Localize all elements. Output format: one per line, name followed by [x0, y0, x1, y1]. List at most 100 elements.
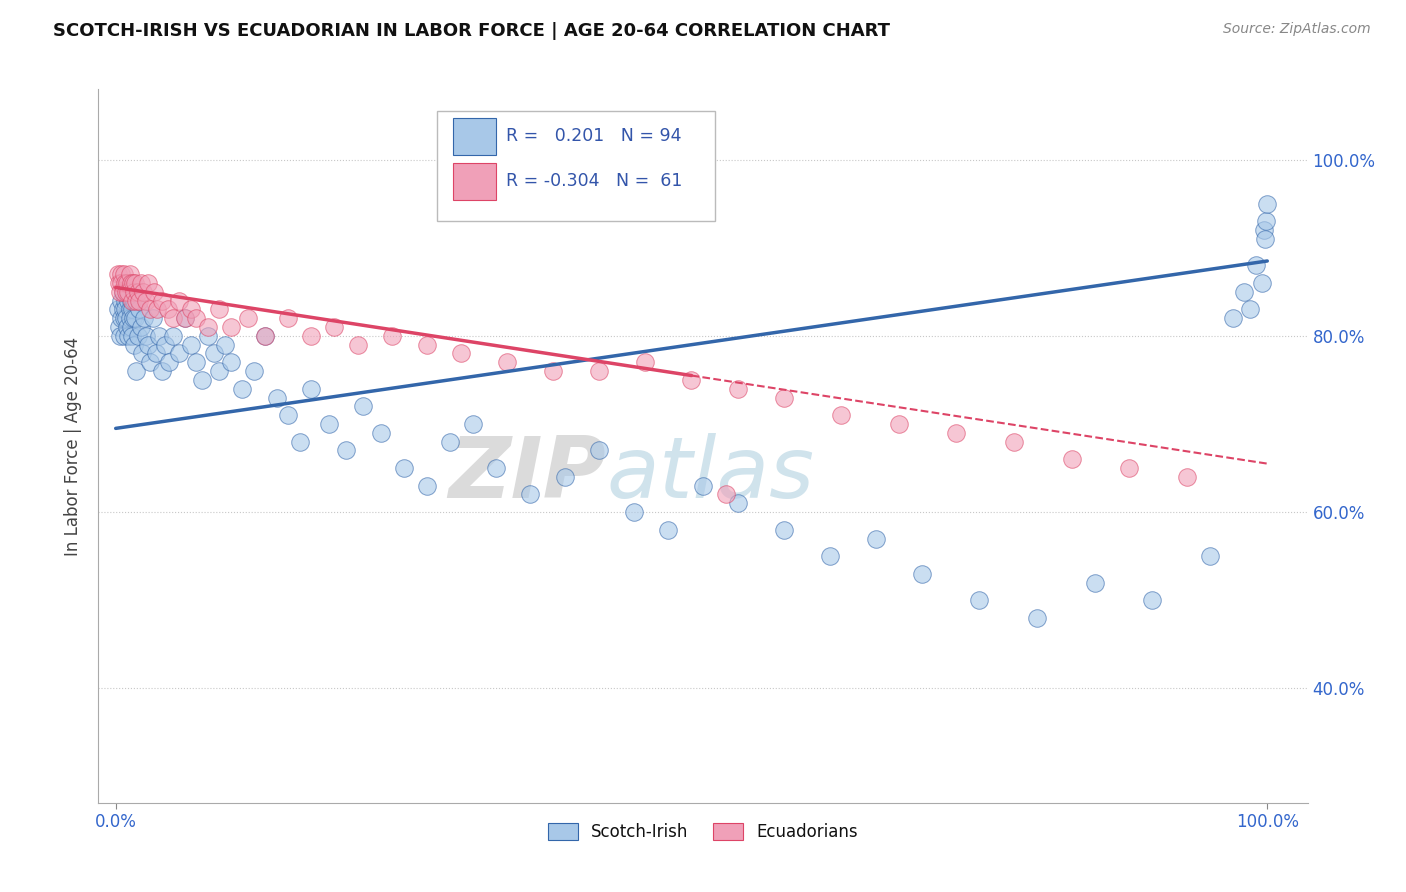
Point	[1250, 276, 1272, 290]
Point	[125, 293, 148, 308]
Point	[1002, 434, 1025, 449]
Point	[288, 434, 311, 449]
Point	[112, 311, 135, 326]
Point	[111, 302, 134, 317]
Point	[266, 391, 288, 405]
Point	[439, 434, 461, 449]
Point	[415, 478, 437, 492]
Point	[392, 461, 415, 475]
Point	[197, 320, 219, 334]
Point	[352, 400, 374, 414]
Point	[122, 337, 145, 351]
Point	[692, 478, 714, 492]
Point	[127, 329, 149, 343]
Point	[1244, 259, 1267, 273]
Point	[588, 364, 610, 378]
Point	[128, 302, 150, 317]
Point	[173, 311, 195, 326]
Point	[231, 382, 253, 396]
Point	[115, 276, 138, 290]
Point	[108, 276, 131, 290]
Point	[148, 329, 170, 343]
Point	[186, 355, 208, 369]
Point	[121, 329, 143, 343]
Point	[588, 443, 610, 458]
Point	[118, 267, 141, 281]
Point	[110, 311, 132, 326]
Point	[254, 329, 277, 343]
Point	[131, 346, 153, 360]
Point	[1256, 214, 1278, 228]
Point	[208, 302, 231, 317]
Point	[1253, 223, 1275, 237]
Point	[122, 311, 145, 326]
FancyBboxPatch shape	[437, 111, 716, 221]
Point	[139, 355, 162, 369]
Point	[136, 337, 159, 351]
Point	[111, 285, 134, 299]
Point	[318, 417, 340, 431]
Point	[1239, 302, 1261, 317]
Point	[714, 487, 737, 501]
Point	[146, 302, 169, 317]
Point	[117, 285, 139, 299]
Point	[277, 311, 299, 326]
Point	[139, 302, 162, 317]
Point	[277, 408, 299, 422]
Point	[122, 285, 145, 299]
Point	[155, 337, 177, 351]
Point	[115, 320, 138, 334]
Point	[180, 302, 202, 317]
Point	[107, 302, 129, 317]
Point	[115, 311, 138, 326]
Text: atlas: atlas	[606, 433, 814, 516]
Point	[150, 364, 173, 378]
Point	[301, 382, 323, 396]
Point	[120, 293, 142, 308]
Point	[114, 276, 136, 290]
Point	[124, 311, 146, 326]
Point	[202, 346, 225, 360]
Point	[110, 276, 132, 290]
Point	[1233, 285, 1256, 299]
Point	[236, 311, 259, 326]
Point	[887, 417, 910, 431]
Point	[208, 364, 231, 378]
Point	[461, 417, 484, 431]
Legend: Scotch-Irish, Ecuadorians: Scotch-Irish, Ecuadorians	[541, 816, 865, 848]
Point	[1083, 575, 1105, 590]
Point	[162, 329, 184, 343]
Point	[107, 267, 129, 281]
Point	[132, 285, 155, 299]
Point	[197, 329, 219, 343]
Point	[129, 276, 152, 290]
Point	[381, 329, 404, 343]
Point	[118, 311, 141, 326]
Point	[115, 285, 138, 299]
Point	[110, 285, 132, 299]
Point	[727, 382, 749, 396]
Point	[121, 293, 143, 308]
Point	[122, 276, 145, 290]
Y-axis label: In Labor Force | Age 20-64: In Labor Force | Age 20-64	[63, 336, 82, 556]
Point	[110, 329, 132, 343]
Point	[120, 276, 142, 290]
Point	[180, 337, 202, 351]
Point	[1026, 611, 1049, 625]
Point	[945, 425, 967, 440]
Point	[128, 293, 150, 308]
Point	[335, 443, 357, 458]
Point	[125, 364, 148, 378]
Point	[118, 302, 141, 317]
Point	[127, 285, 149, 299]
Point	[114, 293, 136, 308]
Point	[136, 276, 159, 290]
Point	[129, 320, 152, 334]
Point	[415, 337, 437, 351]
Point	[214, 337, 236, 351]
Text: R =   0.201   N = 94: R = 0.201 N = 94	[506, 127, 682, 145]
Point	[162, 311, 184, 326]
Point	[1254, 232, 1277, 246]
Point	[969, 593, 991, 607]
FancyBboxPatch shape	[453, 118, 496, 155]
